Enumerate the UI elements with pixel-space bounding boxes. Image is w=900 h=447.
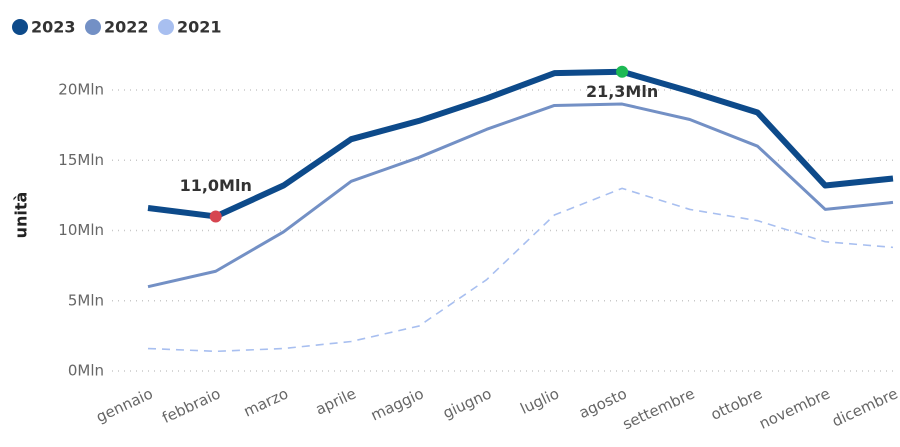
- legend-label: 2021: [177, 18, 222, 37]
- y-tick-label: 20Mln: [58, 81, 104, 99]
- data-label: 21,3Mln: [586, 82, 658, 101]
- legend-marker: [12, 19, 28, 35]
- y-tick-label: 15Mln: [58, 151, 104, 169]
- series-line: [147, 68, 894, 220]
- x-tick-label: dicembre: [829, 384, 900, 430]
- y-axis-label: unità: [12, 192, 31, 239]
- x-tick-label: maggio: [368, 384, 427, 424]
- x-tick-label: novembre: [756, 384, 832, 432]
- x-tick-label: luglio: [517, 384, 562, 418]
- x-tick-label: marzo: [241, 384, 291, 420]
- x-tick-label: febbraio: [159, 384, 223, 427]
- series-line: [147, 187, 894, 353]
- series-line: [147, 102, 894, 289]
- highlight-point: [209, 210, 222, 223]
- legend-marker: [158, 19, 174, 35]
- data-label: 11,0Mln: [180, 176, 252, 195]
- y-tick-label: 10Mln: [58, 221, 104, 239]
- y-tick-label: 0Mln: [68, 362, 104, 380]
- x-tick-label: aprile: [313, 384, 359, 418]
- x-tick-label: settembre: [620, 384, 698, 433]
- legend-marker: [85, 19, 101, 35]
- highlight-point: [616, 65, 629, 78]
- legend-label: 2023: [31, 18, 76, 37]
- x-tick-label: gennaio: [93, 384, 155, 426]
- x-tick-label: giugno: [440, 384, 494, 422]
- legend-label: 2022: [104, 18, 149, 37]
- y-tick-label: 5Mln: [68, 291, 104, 309]
